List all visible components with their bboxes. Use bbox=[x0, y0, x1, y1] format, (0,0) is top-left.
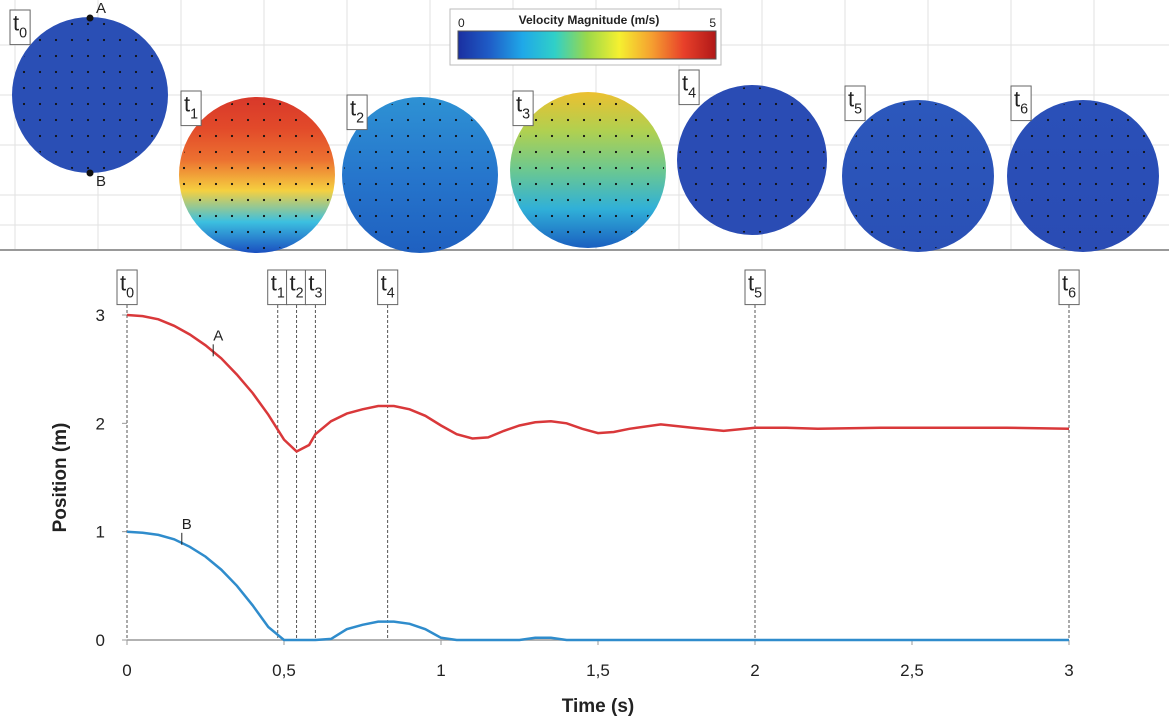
time-label-base: t bbox=[516, 92, 522, 117]
time-label: t4 bbox=[381, 271, 395, 302]
time-label-box bbox=[744, 269, 766, 306]
time-label-sub: 0 bbox=[19, 25, 27, 41]
time-label-sub: 4 bbox=[387, 285, 395, 301]
time-label-box bbox=[116, 269, 138, 306]
time-label: t1 bbox=[271, 271, 285, 302]
time-label: t0 bbox=[13, 11, 27, 42]
x-axis-title: Time (s) bbox=[562, 696, 635, 717]
probe-point bbox=[86, 169, 94, 177]
time-label-base: t bbox=[748, 271, 754, 296]
snapshot-nodes bbox=[14, 19, 166, 171]
time-label-base: t bbox=[120, 271, 126, 296]
time-label: t2 bbox=[290, 271, 304, 302]
time-label: t0 bbox=[120, 271, 134, 302]
time-label: t2 bbox=[350, 96, 364, 127]
time-label-box bbox=[346, 94, 368, 131]
snapshot-nodes bbox=[1009, 102, 1157, 250]
colorbar-max: 5 bbox=[709, 16, 716, 30]
time-label-base: t bbox=[1014, 87, 1020, 112]
snapshot-nodes bbox=[844, 102, 992, 250]
time-label-sub: 5 bbox=[854, 101, 862, 117]
time-label-sub: 3 bbox=[522, 106, 530, 122]
time-label-base: t bbox=[308, 271, 314, 296]
colorbar-min: 0 bbox=[458, 16, 465, 30]
time-label-sub: 6 bbox=[1020, 101, 1028, 117]
time-label-base: t bbox=[350, 96, 356, 121]
y-tick-label: 2 bbox=[96, 414, 105, 433]
time-label: t6 bbox=[1062, 271, 1076, 302]
time-label: t6 bbox=[1014, 87, 1028, 118]
y-axis-title: Position (m) bbox=[50, 423, 71, 533]
series-label: B bbox=[182, 516, 192, 533]
time-label: t4 bbox=[682, 71, 696, 102]
series-line bbox=[126, 530, 1069, 642]
series-line bbox=[126, 313, 1070, 454]
x-tick-label: 0 bbox=[122, 661, 131, 680]
probe-label: B bbox=[96, 173, 106, 190]
x-tick-label: 0,5 bbox=[272, 661, 296, 680]
time-label-box bbox=[512, 90, 534, 127]
time-label-base: t bbox=[1062, 271, 1068, 296]
time-label-sub: 5 bbox=[754, 285, 762, 301]
colorbar-title: Velocity Magnitude (m/s) bbox=[519, 13, 660, 27]
snapshot-nodes bbox=[181, 99, 333, 251]
time-label: t5 bbox=[848, 87, 862, 118]
time-label-sub: 2 bbox=[356, 110, 364, 126]
snapshot-nodes bbox=[512, 94, 664, 246]
time-label-base: t bbox=[848, 87, 854, 112]
x-tick-label: 2,5 bbox=[900, 661, 924, 680]
time-label-box bbox=[1010, 85, 1032, 122]
time-label-sub: 2 bbox=[296, 285, 304, 301]
time-label-box bbox=[9, 9, 31, 46]
time-label-base: t bbox=[381, 271, 387, 296]
time-label-box bbox=[377, 269, 399, 306]
time-label-sub: 3 bbox=[315, 285, 323, 301]
probe-point bbox=[86, 14, 94, 22]
x-tick-label: 2 bbox=[750, 661, 759, 680]
time-label-sub: 1 bbox=[190, 106, 198, 122]
snapshot-nodes bbox=[679, 87, 825, 233]
time-label-base: t bbox=[184, 92, 190, 117]
time-label-box bbox=[180, 90, 202, 127]
time-label-box bbox=[304, 269, 327, 306]
time-label-base: t bbox=[682, 71, 688, 96]
series-label: A bbox=[213, 327, 223, 344]
time-label-box bbox=[844, 85, 866, 122]
time-label-box bbox=[678, 69, 700, 106]
time-label: t5 bbox=[748, 271, 762, 302]
time-label-sub: 6 bbox=[1068, 285, 1076, 301]
time-label: t3 bbox=[516, 92, 530, 123]
y-tick-label: 0 bbox=[96, 631, 105, 650]
time-label-box bbox=[1058, 269, 1080, 306]
time-label-base: t bbox=[271, 271, 277, 296]
snapshot-nodes bbox=[344, 99, 496, 251]
x-tick-label: 3 bbox=[1064, 661, 1073, 680]
y-tick-label: 3 bbox=[96, 306, 105, 325]
x-tick-label: 1 bbox=[436, 661, 445, 680]
time-label-sub: 4 bbox=[688, 85, 696, 101]
time-label: t3 bbox=[308, 271, 322, 302]
colorbar bbox=[457, 30, 717, 60]
x-tick-label: 1,5 bbox=[586, 661, 610, 680]
time-label-sub: 1 bbox=[277, 285, 285, 301]
time-label-sub: 0 bbox=[126, 285, 134, 301]
time-label: t1 bbox=[184, 92, 198, 123]
probe-label: A bbox=[96, 0, 106, 17]
time-label-base: t bbox=[13, 11, 19, 36]
y-tick-label: 1 bbox=[96, 523, 105, 542]
time-label-base: t bbox=[290, 271, 296, 296]
